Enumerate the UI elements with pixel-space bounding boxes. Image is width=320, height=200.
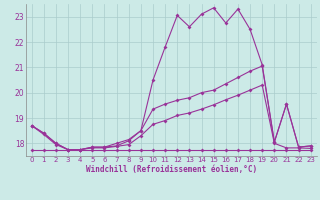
X-axis label: Windchill (Refroidissement éolien,°C): Windchill (Refroidissement éolien,°C) [86,165,257,174]
